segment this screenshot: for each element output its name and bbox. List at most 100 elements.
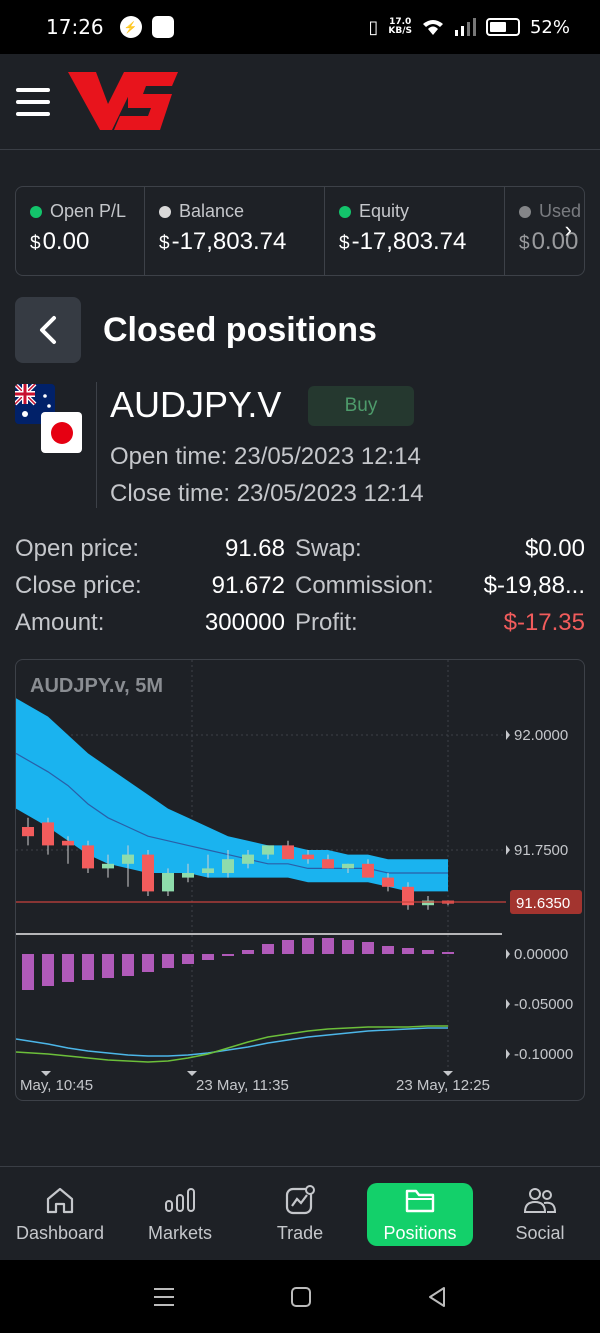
swap-label: Swap: (295, 534, 362, 562)
close-price-label: Close price: (15, 571, 142, 599)
position-times: Open time: 23/05/2023 12:14 Close time: … (110, 438, 424, 512)
status-right: ▯ 17.0 KB/S 52% (368, 17, 570, 38)
time-arrow-icon (41, 1071, 453, 1076)
signal-icon (454, 18, 476, 36)
price-chart[interactable]: AUDJPY.v, 5M 92.0000 91.7500 91.6350 0.0… (15, 659, 585, 1101)
stat-equity: Equity $-17,803.74 (325, 187, 505, 275)
social-icon (522, 1183, 558, 1217)
histogram-bar (242, 950, 254, 954)
account-stats-bar[interactable]: Open P/L $0.00 Balance $-17,803.74 Equit… (15, 186, 585, 276)
messenger-icon: ⚡ (119, 16, 142, 38)
chart-canvas[interactable]: AUDJPY.v, 5M 92.0000 91.7500 91.6350 0.0… (16, 660, 585, 1101)
histogram-bar (62, 954, 74, 982)
open-price-value: 91.68 (224, 534, 285, 562)
trade-icon (284, 1183, 316, 1217)
details-row: Close price: 91.672 Commission: $-19,88.… (15, 567, 585, 604)
commission-label: Commission: (295, 571, 434, 599)
menu-icon[interactable] (16, 88, 50, 116)
status-bar: 17:26 ⚡ ▯ 17.0 KB/S 52% (0, 0, 600, 54)
candle (242, 850, 254, 869)
histogram-bar (342, 940, 354, 954)
histogram-bar (182, 954, 194, 964)
tick-arrow-icon (506, 730, 510, 1059)
histogram-bar (322, 938, 334, 954)
battery-icon (485, 18, 520, 36)
amount-value: 300000 (204, 608, 285, 636)
nav-label: Positions (383, 1223, 457, 1243)
status-dot-icon (339, 205, 351, 218)
open-time: Open time: 23/05/2023 12:14 (110, 443, 421, 470)
commission-value: $-19,88... (483, 571, 585, 599)
indicator-tick: -0.05000 (514, 996, 573, 1013)
band-midline (16, 752, 448, 874)
japan-flag-icon (41, 412, 82, 453)
currency-flags (15, 384, 83, 453)
home-button-icon[interactable] (290, 1286, 312, 1308)
candle (122, 845, 134, 887)
close-price-value: 91.672 (211, 571, 285, 599)
nav-trade[interactable]: Trade (240, 1167, 360, 1260)
position-details: Open price: 91.68 Swap: $0.00 Close pric… (15, 530, 585, 641)
candle (62, 836, 74, 864)
histogram-bar (222, 954, 234, 956)
wifi-icon (422, 20, 443, 35)
nav-label: Social (515, 1223, 565, 1243)
back-nav-icon[interactable] (426, 1286, 448, 1308)
time-label: 23 May, 11:35 (196, 1077, 289, 1094)
stat-open-pl: Open P/L $0.00 (16, 187, 145, 275)
candle (102, 854, 114, 878)
histogram-bar (202, 954, 214, 960)
status-dot-icon (30, 205, 42, 218)
nav-positions[interactable]: Positions (360, 1167, 480, 1260)
nav-dashboard[interactable]: Dashboard (0, 1167, 120, 1260)
candle (382, 873, 394, 892)
net-speed: 17.0 KB/S (388, 17, 412, 36)
swap-value: $0.00 (524, 534, 585, 562)
signal-line-blue (16, 1027, 448, 1057)
app-notification-icon (151, 16, 174, 38)
close-time: Close time: 23/05/2023 12:14 (110, 480, 424, 507)
histogram-bar (162, 954, 174, 968)
recent-apps-icon[interactable] (152, 1286, 176, 1308)
stat-used: Used $0.00 (519, 201, 582, 255)
histogram-bar (302, 938, 314, 954)
histogram-bar (262, 944, 274, 954)
home-icon (45, 1183, 75, 1217)
app-header (0, 54, 600, 150)
australia-flag-icon (15, 384, 55, 424)
candle (42, 817, 54, 855)
histogram-bar (422, 950, 434, 954)
system-nav-bar (0, 1260, 600, 1333)
back-button[interactable] (15, 297, 81, 363)
candle (422, 896, 434, 910)
chevron-right-icon[interactable]: › (564, 217, 572, 242)
candle (142, 850, 154, 896)
brand-logo (68, 72, 178, 130)
candle (222, 850, 234, 878)
candle (362, 859, 374, 878)
histogram-bar (42, 954, 54, 986)
signal-line-green (16, 1025, 448, 1063)
candle (82, 840, 94, 873)
amount-label: Amount: (15, 608, 105, 636)
profit-label: Profit: (295, 608, 358, 636)
details-row: Amount: 300000 Profit: $-17.35 (15, 604, 585, 641)
chevron-left-icon (40, 316, 56, 344)
bollinger-band (16, 698, 448, 892)
candle (162, 868, 174, 896)
status-time: 17:26 (46, 15, 104, 39)
histogram-bar (142, 954, 154, 972)
candle (202, 854, 214, 878)
price-tick: 91.7500 (514, 842, 568, 859)
histogram-bar (282, 940, 294, 954)
candle (342, 863, 354, 873)
nav-label: Markets (147, 1223, 212, 1243)
indicator-tick: 0.00000 (514, 946, 568, 963)
candle (262, 845, 274, 860)
nav-markets[interactable]: Markets (120, 1167, 240, 1260)
nav-label: Trade (276, 1223, 324, 1243)
histogram-bar (82, 954, 94, 980)
histogram-bar (442, 952, 454, 954)
nav-social[interactable]: Social (480, 1167, 600, 1260)
current-price-tag (510, 890, 582, 914)
